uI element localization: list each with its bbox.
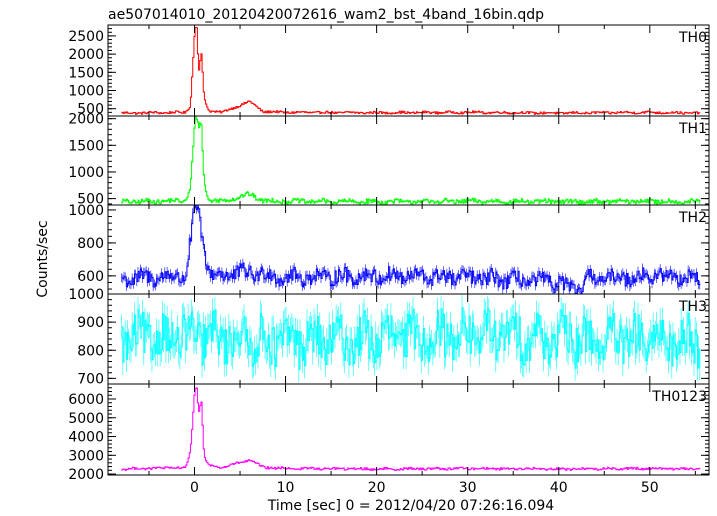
series-th2-errors bbox=[121, 205, 701, 294]
y-tick-label: 3000 bbox=[68, 448, 104, 464]
y-tick-label: 900 bbox=[77, 315, 104, 331]
y-tick-label: 800 bbox=[77, 343, 104, 359]
y-tick-label: 5000 bbox=[68, 411, 104, 427]
y-tick-label: 2500 bbox=[68, 29, 104, 45]
y-tick-label: 600 bbox=[77, 269, 104, 285]
x-tick-label: 30 bbox=[459, 480, 477, 496]
y-tick-label: 500 bbox=[77, 102, 104, 118]
y-tick-label: 2000 bbox=[68, 467, 104, 483]
panel-th3: 700 800 900 1000 TH3 bbox=[68, 287, 710, 387]
x-tick-label: 0 bbox=[190, 480, 199, 496]
panel-label: TH0 bbox=[678, 30, 707, 46]
y-tick-label: 1000 bbox=[68, 203, 104, 219]
chart-title: ae507014010_20120420072616_wam2_bst_4ban… bbox=[108, 7, 544, 23]
x-tick-labels: 0 10 20 30 40 50 bbox=[190, 480, 659, 496]
x-tick-label: 10 bbox=[277, 480, 295, 496]
y-tick-label: 1000 bbox=[68, 287, 104, 303]
panel-frame bbox=[107, 204, 710, 295]
y-tick-label: 6000 bbox=[68, 392, 104, 408]
y-tick-label: 2000 bbox=[68, 112, 104, 128]
panel-th1: 500 1000 1500 2000 TH1 bbox=[68, 112, 710, 208]
y-tick-label: 700 bbox=[77, 371, 104, 387]
y-tick-label: 4000 bbox=[68, 430, 104, 446]
y-tick-label: 800 bbox=[77, 236, 104, 252]
panel-label: TH0123 bbox=[651, 389, 707, 405]
y-tick-label: 500 bbox=[77, 192, 104, 208]
y-tick-label: 2000 bbox=[68, 47, 104, 63]
panel-label: TH2 bbox=[678, 210, 707, 226]
series-th0123 bbox=[121, 387, 701, 471]
y-tick-label: 1500 bbox=[68, 138, 104, 154]
series-th1 bbox=[121, 116, 701, 205]
panel-th0: 500 1000 1500 2000 2500 TH0 bbox=[68, 24, 710, 118]
panel-frame bbox=[107, 115, 710, 206]
panel-th0123: 2000 3000 4000 5000 6000 TH0123 bbox=[68, 383, 710, 483]
panel-th2: 600 800 1000 TH2 bbox=[68, 203, 710, 295]
series-th2 bbox=[121, 205, 701, 294]
panel-label: TH3 bbox=[678, 299, 707, 315]
x-tick-label: 50 bbox=[641, 480, 659, 496]
y-tick-label: 1000 bbox=[68, 84, 104, 100]
x-tick-label: 20 bbox=[368, 480, 386, 496]
series-th0-errors bbox=[121, 26, 701, 115]
series-th1-errors bbox=[121, 116, 701, 205]
x-axis-label: Time [sec] 0 = 2012/04/20 07:26:16.094 bbox=[267, 498, 555, 514]
x-tick-label: 40 bbox=[550, 480, 568, 496]
y-tick-label: 1500 bbox=[68, 65, 104, 81]
series-th0123-errors bbox=[121, 387, 701, 472]
series-th3 bbox=[121, 307, 701, 371]
panel-label: TH1 bbox=[678, 121, 707, 137]
y-axis-label: Counts/sec bbox=[35, 220, 51, 297]
y-tick-label: 1000 bbox=[68, 165, 104, 181]
series-th0 bbox=[121, 27, 701, 115]
panel-frame bbox=[107, 383, 710, 476]
panel-frame bbox=[107, 293, 710, 385]
